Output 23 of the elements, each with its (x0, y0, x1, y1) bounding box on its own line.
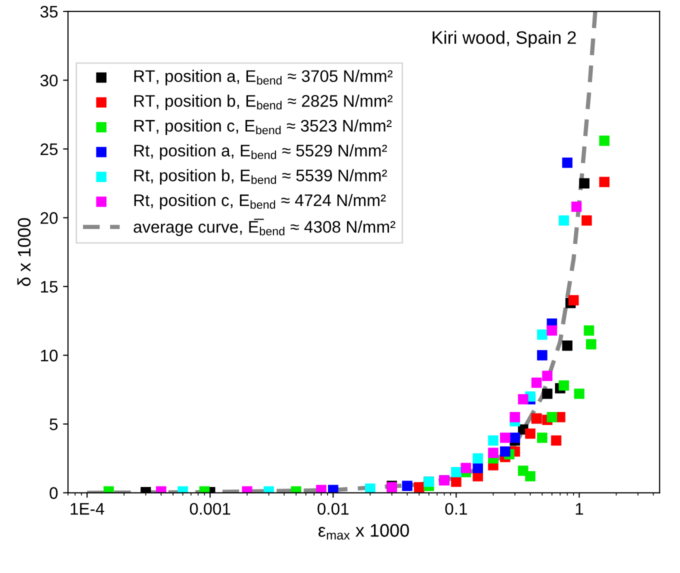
legend-label: Rt, position b, E$_{bend}$ ≈ 5539 N/mm² (134, 169, 387, 185)
x-tick-label: 0.01 (318, 502, 349, 515)
legend-label: RT, position c, E$_{bend}$ ≈ 3523 N/mm² (134, 119, 392, 135)
x-tick-label: 0.001 (190, 502, 230, 515)
y-tick-label: 10 (41, 350, 58, 362)
x-tick-label: 0.1 (445, 502, 467, 515)
legend-label: average curve, E̅$_{bend}$ ≈ 4308 N/mm² (134, 218, 396, 236)
y-tick-label: 5 (50, 418, 58, 430)
y-tick-label: 15 (41, 281, 58, 293)
y-tick-label: 35 (40, 6, 58, 18)
y-tick-label: 30 (40, 74, 58, 86)
legend-label: RT, position b, E$_{bend}$ ≈ 2825 N/mm² (134, 94, 393, 110)
y-tick-label: 20 (40, 212, 58, 224)
legend-label: Rt, position a, E$_{bend}$ ≈ 5529 N/mm² (134, 144, 387, 160)
legend-label: RT, position a, E$_{bend}$ ≈ 3705 N/mm² (134, 70, 393, 86)
y-tick-label: 0 (50, 487, 58, 499)
x-axis-title: ε$_{max}$ x 1000 (318, 524, 409, 540)
y-tick-label: 25 (40, 143, 58, 156)
y-axis-title: δ x 1000 (17, 218, 31, 286)
legend-label: Rt, position c, E$_{bend}$ ≈ 4724 N/mm² (134, 194, 386, 210)
text: Kiri wood, Spain 2 (432, 30, 576, 48)
x-tick-label: 1E-4 (70, 503, 104, 515)
x-tick-label: 1 (576, 503, 584, 515)
